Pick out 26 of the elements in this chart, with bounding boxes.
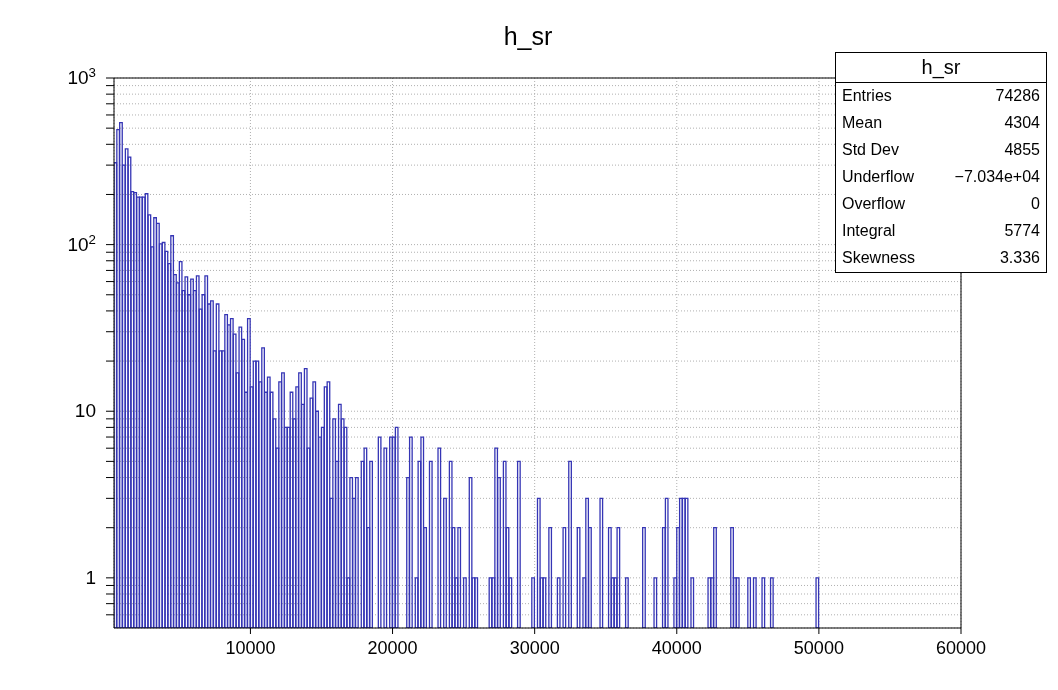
y-tick-label: 10$^{3}$: [67, 64, 96, 88]
x-tick-label: 10000: [225, 638, 276, 658]
x-tick-label: 20000: [367, 638, 418, 658]
annotation: Integral: [842, 222, 896, 241]
x-tick-label: 60000: [935, 638, 987, 658]
y-tick-label: 1: [85, 566, 96, 588]
text: 4855: [1004, 141, 1040, 160]
annotation: Overflow: [842, 195, 906, 214]
annotation: Skewness: [842, 249, 915, 268]
text: 0: [1031, 195, 1040, 214]
text: 4304: [1004, 114, 1040, 133]
annotation: −7.034e+04: [954, 168, 1040, 187]
text: 3.336: [999, 249, 1040, 268]
x-tick-label: 50000: [793, 638, 844, 658]
annotation: Entries: [842, 87, 892, 106]
chart-title: h_sr: [502, 22, 554, 51]
y-tick-label: 10: [74, 400, 96, 422]
text: 74286: [995, 87, 1040, 106]
annotation: Underflow: [842, 168, 915, 187]
annotation: Std Dev: [842, 141, 899, 160]
x-tick-label: 40000: [651, 638, 702, 658]
text: 5774: [1004, 222, 1040, 241]
annotation: Mean: [842, 114, 883, 133]
annotation: h_sr: [836, 53, 1046, 83]
y-tick-label: 10$^{2}$: [67, 231, 96, 255]
x-tick-label: 30000: [509, 638, 560, 658]
